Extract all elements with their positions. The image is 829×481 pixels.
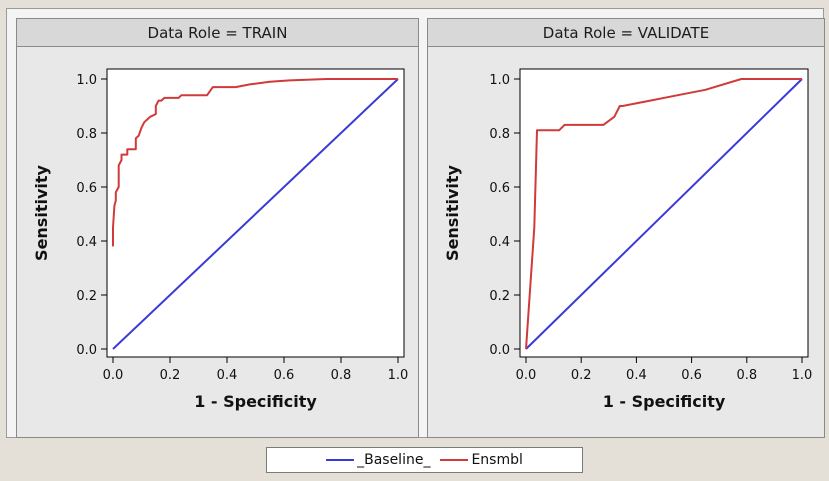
series-line-baseline bbox=[525, 78, 803, 350]
y-tick-label: 0.2 bbox=[76, 289, 97, 304]
panel-validate: Data Role = VALIDATE 0.0 0.2 0.4 0.6 0.8 1.0 0… bbox=[427, 18, 825, 438]
roc-plot-train: 0.0 0.2 0.4 0.6 0.8 1.0 0.0 0.2 0.4 0.6 0.8 1.0 1 - … bbox=[32, 68, 409, 411]
y-tick-label: 0.4 bbox=[76, 235, 97, 250]
panel-train: Data Role = TRAIN 0.0 0.2 0.4 0.6 0.8 1.0 0.0 0… bbox=[16, 18, 419, 438]
legend-label: _Baseline_ bbox=[357, 452, 431, 468]
legend-label: Ensmbl bbox=[471, 452, 523, 468]
y-tick-label: 0.6 bbox=[76, 181, 97, 196]
y-tick-label: 1.0 bbox=[76, 73, 97, 88]
x-tick-label: 0.2 bbox=[571, 368, 592, 383]
y-tick-label: 0.6 bbox=[489, 181, 510, 196]
legend-item-baseline: _Baseline_ bbox=[326, 452, 430, 468]
series-line-baseline bbox=[112, 78, 399, 350]
x-tick-label: 0.0 bbox=[516, 368, 537, 383]
y-tick-label: 0.8 bbox=[489, 127, 510, 142]
x-tick-label: 0.8 bbox=[331, 368, 352, 383]
x-axis-label: 1 - Specificity bbox=[194, 392, 317, 411]
y-axis-label: Sensitivity bbox=[443, 164, 462, 260]
y-tick-label: 0.8 bbox=[76, 127, 97, 142]
x-tick-label: 1.0 bbox=[792, 368, 813, 383]
panel-title: Data Role = VALIDATE bbox=[428, 19, 824, 47]
panel-title: Data Role = TRAIN bbox=[17, 19, 418, 47]
y-tick-label: 0.0 bbox=[489, 343, 510, 358]
x-tick-label: 0.0 bbox=[103, 368, 124, 383]
x-axis-label: 1 - Specificity bbox=[603, 392, 726, 411]
series-line-ensmbl bbox=[112, 78, 398, 247]
legend: _Baseline_ Ensmbl bbox=[266, 447, 583, 473]
y-tick-label: 1.0 bbox=[489, 73, 510, 88]
chart-frame: Data Role = TRAIN 0.0 0.2 0.4 0.6 0.8 1.0 0.0 0… bbox=[6, 8, 825, 438]
y-axis-label: Sensitivity bbox=[32, 164, 51, 260]
roc-plot-validate: 0.0 0.2 0.4 0.6 0.8 1.0 0.0 0.2 0.4 0.6 0.8 1.0 1 - … bbox=[443, 68, 813, 411]
y-tick-label: 0.2 bbox=[489, 289, 510, 304]
y-tick-label: 0.4 bbox=[489, 235, 510, 250]
series-line-ensmbl bbox=[525, 78, 802, 350]
x-tick-label: 0.6 bbox=[681, 368, 702, 383]
x-tick-label: 0.4 bbox=[626, 368, 647, 383]
x-tick-label: 0.8 bbox=[736, 368, 757, 383]
x-tick-label: 0.6 bbox=[274, 368, 295, 383]
legend-item-ensmbl: Ensmbl bbox=[440, 452, 523, 468]
x-tick-label: 0.4 bbox=[217, 368, 238, 383]
x-tick-label: 0.2 bbox=[160, 368, 181, 383]
y-tick-label: 0.0 bbox=[76, 343, 97, 358]
x-tick-label: 1.0 bbox=[388, 368, 409, 383]
legend-swatch-baseline bbox=[326, 459, 355, 461]
legend-swatch-ensmbl bbox=[440, 459, 469, 461]
